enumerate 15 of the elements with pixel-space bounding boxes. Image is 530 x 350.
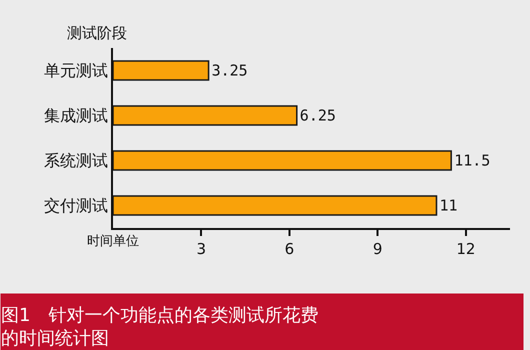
x-tick-label: 6 — [284, 240, 294, 258]
y-tick-label: 单元测试 — [44, 61, 108, 80]
data-label: 6.25 — [300, 106, 336, 124]
data-label: 11.5 — [454, 152, 490, 170]
y-tick-label: 集成测试 — [44, 106, 108, 126]
x-tick-label: 12 — [456, 240, 476, 258]
x-tick-label: 3 — [196, 240, 206, 258]
x-axis-title: 时间单位 — [87, 234, 139, 249]
y-axis-title: 测试阶段 — [67, 24, 127, 42]
x-tick-label: 9 — [372, 240, 382, 258]
data-label: 11 — [439, 196, 458, 214]
y-tick-label: 交付测试 — [44, 196, 108, 216]
y-tick-label: 系统测试 — [44, 151, 108, 170]
caption: 图1 针对一个功能点的各类测试所花费的时间统计图 — [1, 304, 318, 350]
data-label: 3.25 — [212, 62, 248, 80]
